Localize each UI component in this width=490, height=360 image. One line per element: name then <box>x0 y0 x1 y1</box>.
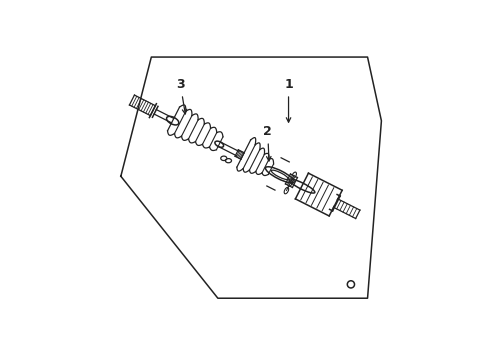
Text: 3: 3 <box>176 78 187 114</box>
Text: 2: 2 <box>264 125 272 161</box>
Text: 1: 1 <box>284 78 293 122</box>
